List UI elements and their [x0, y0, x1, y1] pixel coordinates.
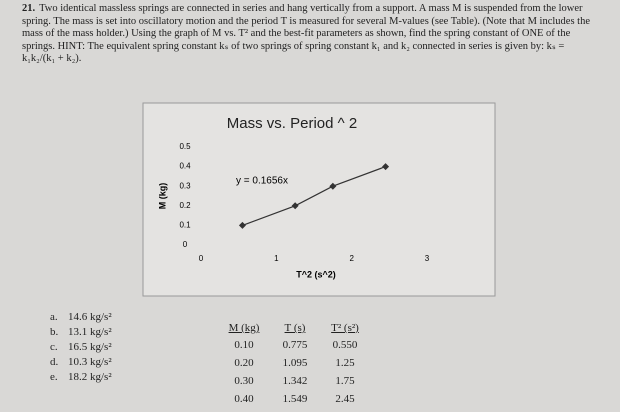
table-cell: 1.095 — [282, 357, 308, 369]
choice-letter: e. — [50, 371, 58, 383]
table-header: M (kg) — [228, 322, 260, 334]
choice-letter: a. — [50, 311, 58, 323]
table-cell: 1.75 — [335, 375, 355, 387]
y-tick-label: 0 — [183, 240, 188, 249]
question: 21. Two identical massless springs are co… — [22, 3, 597, 66]
choice-letter: c. — [50, 341, 58, 353]
table-cell: 0.550 — [332, 339, 358, 351]
y-tick-label: 0.1 — [179, 221, 191, 230]
choice-letter: d. — [50, 356, 59, 368]
x-tick-label: 2 — [349, 254, 354, 263]
table-cell: 1.342 — [282, 375, 308, 387]
table-cell: 2.45 — [335, 393, 355, 405]
table-cell: 0.775 — [282, 339, 308, 351]
choice-letter: b. — [50, 326, 59, 338]
table-cell: 0.20 — [234, 357, 254, 369]
choice-text: 14.6 kg/s² — [68, 311, 112, 323]
choice: a. 14.6 kg/s² — [50, 311, 112, 323]
x-tick-label: 1 — [274, 254, 279, 263]
annotation: y = 0.1656x — [236, 176, 288, 187]
choice-text: 13.1 kg/s² — [68, 326, 112, 338]
choice: b. 13.1 kg/s² — [50, 326, 112, 338]
question-text: Two identical massless springs are conne… — [22, 3, 590, 64]
choice-text: 16.5 kg/s² — [68, 341, 112, 353]
y-tick-label: 0.2 — [179, 201, 191, 210]
point — [291, 202, 299, 210]
choice: c. 16.5 kg/s² — [50, 341, 112, 353]
y-axis-label: M (kg) — [157, 183, 167, 210]
choice: e. 18.2 kg/s² — [50, 371, 112, 383]
question-number: 21. — [22, 3, 36, 14]
table-cell: 0.30 — [234, 375, 254, 387]
x-tick-label: 0 — [199, 254, 204, 263]
table-header: T² (s²) — [331, 322, 359, 334]
point — [329, 182, 337, 190]
chart-frame — [142, 102, 496, 297]
choice-text: 10.3 kg/s² — [68, 356, 112, 368]
x-axis-label: T^2 (s^2) — [296, 269, 336, 279]
table-header: T (s) — [284, 322, 306, 334]
y-tick-label: 0.3 — [179, 181, 191, 190]
chart-title: Mass vs. Period ^ 2 — [227, 115, 357, 132]
point — [382, 163, 390, 171]
table-cell: 1.549 — [282, 393, 308, 405]
table-cell: 0.10 — [234, 339, 254, 351]
table-cell: 1.25 — [335, 357, 355, 369]
choice: d. 10.3 kg/s² — [50, 356, 112, 368]
trend-line — [242, 166, 386, 226]
y-tick-label: 0.4 — [179, 162, 191, 171]
x-tick-label: 3 — [425, 254, 430, 263]
table-cell: 0.40 — [234, 393, 254, 405]
y-tick-label: 0.5 — [179, 142, 191, 151]
point — [238, 221, 246, 229]
choice-text: 18.2 kg/s² — [68, 371, 112, 383]
